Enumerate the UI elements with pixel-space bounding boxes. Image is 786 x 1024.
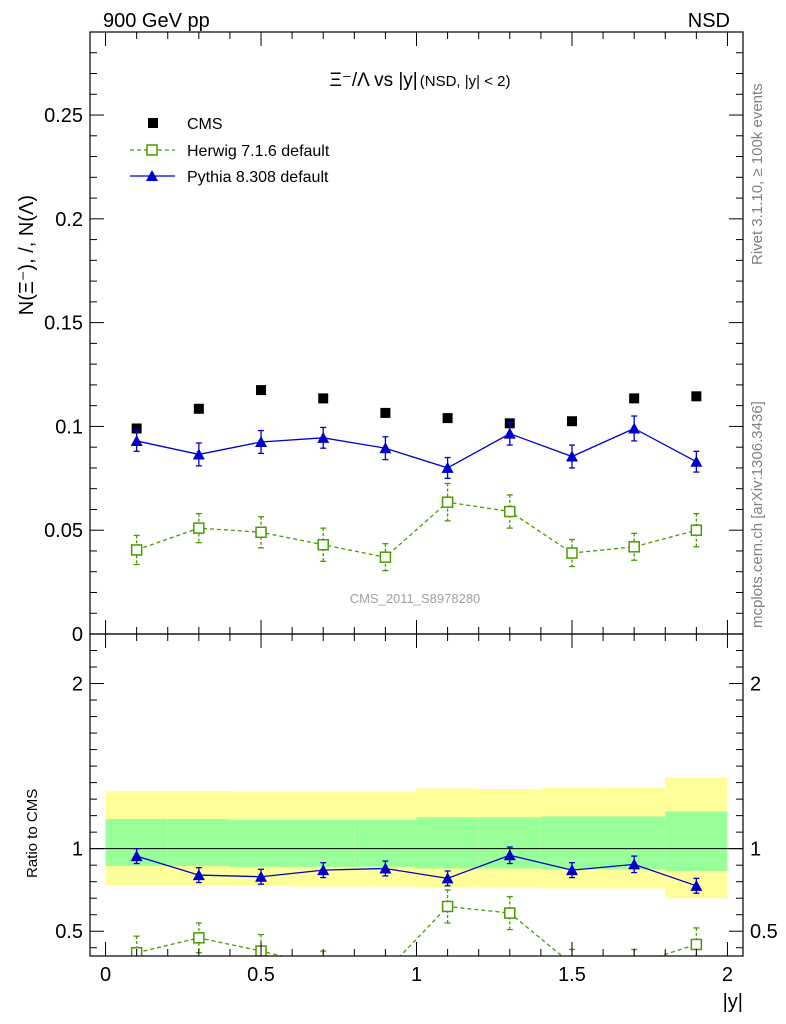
- stat-band: [167, 818, 230, 867]
- stat-band: [416, 817, 479, 869]
- main-ytick-label: 0.1: [55, 416, 83, 438]
- ratio-pythia-point: [503, 849, 516, 861]
- ratio-xtick-label: 0.5: [247, 964, 275, 986]
- main-herwig-point: [255, 526, 267, 539]
- ratio-pythia-point: [441, 872, 454, 884]
- legend-label-herwig: Herwig 7.1.6 default: [187, 143, 330, 160]
- ratio-ylabel: Ratio to CMS: [24, 789, 41, 878]
- main-herwig-point: [690, 524, 703, 536]
- ratio-pythia-point: [628, 858, 641, 870]
- ratio-ytick-label-left: 0.5: [55, 921, 83, 943]
- main-pythia-point: [690, 455, 703, 467]
- main-cms-point: [380, 407, 391, 418]
- ratio-herwig-point: [504, 907, 516, 919]
- ratio-xtick-label: 1.5: [558, 964, 586, 986]
- legend-label-pythia: Pythia 8.308 default: [187, 169, 329, 186]
- plot-title-main: Ξ⁻/Λ vs |y|: [330, 70, 418, 91]
- stat-band: [354, 819, 417, 867]
- main-herwig-point: [504, 505, 516, 518]
- main-herwig-point: [566, 547, 578, 559]
- main-pythia-point: [441, 461, 454, 473]
- ratio-pythia-point: [130, 850, 143, 862]
- axes: 0 0.05 0.1 0.15 0.2 0.25 0 0.5 1 1.5 2 0.5 0.5 1 1 2 2: [44, 31, 778, 986]
- ratio-xtick-label: 2: [722, 964, 733, 986]
- mcplots-info: mcplots.cern.ch [arXiv:1306.3436]: [749, 401, 766, 628]
- xlabel: |y|: [723, 991, 743, 1013]
- stat-band: [229, 819, 293, 867]
- ratio-xtick-label: 0: [100, 964, 111, 986]
- ratio-ytick-label-right: 0.5: [750, 921, 778, 943]
- main-pythia-line: [136, 427, 697, 469]
- ratio-pythia-point: [379, 862, 392, 874]
- main-ytick-label: 0.25: [44, 105, 83, 127]
- main-cms-point: [256, 385, 267, 396]
- ratio-pythia-point: [690, 879, 703, 891]
- main-pythia-point: [379, 442, 392, 454]
- energy-label: 900 GeV pp: [103, 10, 210, 32]
- main-herwig-point: [130, 544, 143, 556]
- legend-marker-cms: [148, 118, 158, 128]
- ratio-herwig-point: [690, 938, 703, 951]
- main-pythia-point: [192, 448, 205, 460]
- plot-title-sub: (NSD, |y| < 2): [420, 73, 511, 90]
- legend-marker-pythia: [146, 170, 158, 181]
- plot-title: Ξ⁻/Λ vs |y| (NSD, |y| < 2): [330, 70, 511, 91]
- rivet-info: Rivet 3.1.10, ≥ 100k events: [749, 83, 766, 265]
- ratio-pythia-line: [136, 854, 697, 887]
- main-cms-point: [131, 423, 142, 434]
- ratio-ytick-label-right: 2: [750, 674, 761, 696]
- main-pythia-point: [130, 434, 143, 446]
- main-cms-point: [193, 403, 204, 414]
- main-cms-point: [442, 413, 453, 424]
- main-pythia-point: [565, 450, 578, 462]
- ratio-herwig-point: [629, 959, 639, 969]
- main-herwig-line: [136, 501, 697, 558]
- ratio-herwig-line: [136, 905, 697, 956]
- main-pythia-point: [628, 422, 641, 434]
- main-pythia-point: [255, 435, 268, 447]
- stat-band: [540, 816, 604, 870]
- main-pythia-point: [317, 431, 330, 443]
- ratio-xtick-label: 1: [411, 964, 422, 986]
- main-plot-area: [130, 385, 703, 572]
- ratio-ytick-label-left: 1: [72, 839, 83, 861]
- main-ytick-label: 0.05: [44, 520, 83, 542]
- ratio-herwig-point: [441, 900, 454, 913]
- ratio-herwig-point: [318, 961, 328, 971]
- main-herwig-point: [317, 538, 329, 551]
- main-cms-point: [566, 416, 577, 427]
- main-herwig-point: [628, 541, 640, 553]
- ratio-pythia-point: [317, 864, 330, 876]
- ratio-herwig-point: [193, 932, 205, 944]
- process-label: NSD: [688, 10, 730, 32]
- ratio-pythia-point: [192, 869, 205, 881]
- analysis-watermark: CMS_2011_S8978280: [350, 591, 481, 606]
- main-pythia-point: [503, 427, 516, 439]
- main-herwig-point: [193, 522, 205, 534]
- main-ylabel: N(Ξ⁻), /, N(Λ): [16, 195, 38, 315]
- main-cms-point: [318, 393, 329, 404]
- legend: CMS Herwig 7.1.6 default Pythia 8.308 de…: [130, 116, 330, 186]
- main-herwig-point: [441, 496, 454, 508]
- ratio-herwig-point: [380, 967, 390, 977]
- ratio-pythia-point: [565, 864, 578, 876]
- ratio-ytick-label-left: 2: [72, 674, 83, 696]
- main-herwig-point: [379, 551, 392, 563]
- main-ytick-label: 0.15: [44, 313, 83, 335]
- stat-band: [665, 811, 728, 871]
- main-ytick-label: 0.2: [55, 209, 83, 231]
- ratio-ytick-label-right: 1: [750, 839, 761, 861]
- legend-label-cms: CMS: [187, 116, 223, 133]
- ratio-pythia-point: [255, 870, 268, 882]
- main-ytick-label: 0: [72, 624, 83, 646]
- main-cms-point: [629, 393, 640, 404]
- legend-marker-herwig: [146, 144, 158, 156]
- stat-band: [292, 819, 355, 867]
- main-cms-point: [691, 391, 702, 402]
- ratio-bands: [90, 777, 743, 899]
